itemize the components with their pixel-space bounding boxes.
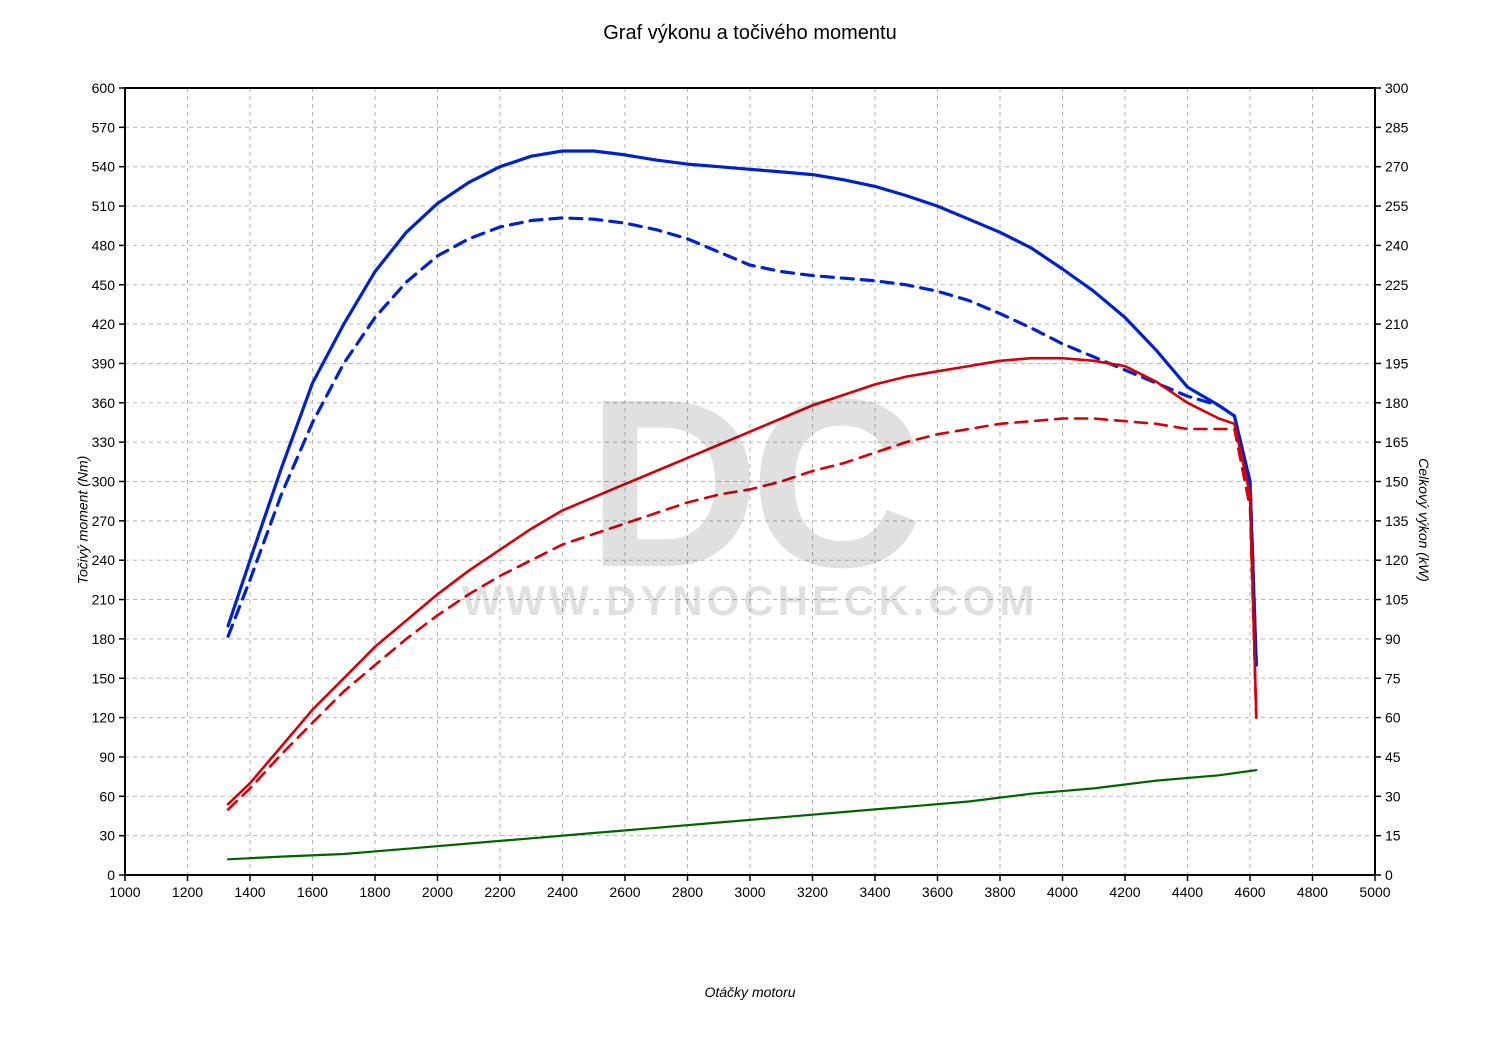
- svg-text:150: 150: [1385, 474, 1409, 490]
- svg-text:600: 600: [92, 80, 116, 96]
- svg-text:210: 210: [92, 592, 116, 608]
- svg-text:60: 60: [99, 788, 115, 804]
- svg-text:240: 240: [92, 552, 116, 568]
- svg-text:120: 120: [1385, 552, 1409, 568]
- svg-text:300: 300: [1385, 80, 1409, 96]
- svg-text:4200: 4200: [1109, 884, 1140, 900]
- svg-text:2000: 2000: [422, 884, 453, 900]
- svg-text:390: 390: [92, 355, 116, 371]
- svg-text:3800: 3800: [984, 884, 1015, 900]
- x-axis-label: Otáčky motoru: [0, 984, 1500, 1000]
- series-loss_line: [228, 770, 1256, 859]
- svg-text:135: 135: [1385, 513, 1409, 529]
- svg-text:540: 540: [92, 159, 116, 175]
- svg-text:45: 45: [1385, 749, 1401, 765]
- svg-text:360: 360: [92, 395, 116, 411]
- svg-text:1800: 1800: [359, 884, 390, 900]
- svg-text:450: 450: [92, 277, 116, 293]
- series-power_tuned: [228, 358, 1256, 804]
- svg-text:285: 285: [1385, 119, 1409, 135]
- svg-text:255: 255: [1385, 198, 1409, 214]
- svg-text:150: 150: [92, 670, 116, 686]
- svg-text:3000: 3000: [734, 884, 765, 900]
- svg-text:510: 510: [92, 198, 116, 214]
- svg-text:300: 300: [92, 474, 116, 490]
- svg-text:3400: 3400: [859, 884, 890, 900]
- svg-text:210: 210: [1385, 316, 1409, 332]
- svg-text:180: 180: [92, 631, 116, 647]
- svg-text:105: 105: [1385, 592, 1409, 608]
- svg-text:1000: 1000: [109, 884, 140, 900]
- series-power_stock: [228, 419, 1256, 810]
- svg-text:330: 330: [92, 434, 116, 450]
- svg-text:270: 270: [1385, 159, 1409, 175]
- chart-svg: 1000120014001600180020002200240026002800…: [75, 80, 1425, 920]
- chart-title: Graf výkonu a točivého momentu: [0, 22, 1500, 45]
- svg-text:30: 30: [99, 828, 115, 844]
- svg-text:2200: 2200: [484, 884, 515, 900]
- svg-text:2800: 2800: [672, 884, 703, 900]
- svg-text:420: 420: [92, 316, 116, 332]
- svg-text:2600: 2600: [609, 884, 640, 900]
- svg-text:165: 165: [1385, 434, 1409, 450]
- svg-text:3600: 3600: [922, 884, 953, 900]
- svg-text:0: 0: [1385, 867, 1393, 883]
- svg-text:570: 570: [92, 119, 116, 135]
- svg-text:2400: 2400: [547, 884, 578, 900]
- svg-text:4400: 4400: [1172, 884, 1203, 900]
- svg-text:240: 240: [1385, 237, 1409, 253]
- svg-text:60: 60: [1385, 710, 1401, 726]
- svg-text:90: 90: [99, 749, 115, 765]
- svg-text:1200: 1200: [172, 884, 203, 900]
- svg-text:75: 75: [1385, 670, 1401, 686]
- svg-text:4000: 4000: [1047, 884, 1078, 900]
- svg-text:15: 15: [1385, 828, 1401, 844]
- svg-text:90: 90: [1385, 631, 1401, 647]
- svg-text:30: 30: [1385, 788, 1401, 804]
- svg-text:195: 195: [1385, 355, 1409, 371]
- svg-text:4800: 4800: [1297, 884, 1328, 900]
- svg-text:180: 180: [1385, 395, 1409, 411]
- svg-text:270: 270: [92, 513, 116, 529]
- svg-text:0: 0: [107, 867, 115, 883]
- svg-text:480: 480: [92, 237, 116, 253]
- svg-text:1600: 1600: [297, 884, 328, 900]
- svg-text:4600: 4600: [1234, 884, 1265, 900]
- svg-text:5000: 5000: [1359, 884, 1390, 900]
- svg-text:3200: 3200: [797, 884, 828, 900]
- svg-text:225: 225: [1385, 277, 1409, 293]
- svg-text:1400: 1400: [234, 884, 265, 900]
- plot-area: DC WWW.DYNOCHECK.COM 1000120014001600180…: [75, 80, 1425, 920]
- svg-text:120: 120: [92, 710, 116, 726]
- series-torque_tuned: [228, 151, 1256, 665]
- page-root: Graf výkonu a točivého momentu Točivý mo…: [0, 0, 1500, 1040]
